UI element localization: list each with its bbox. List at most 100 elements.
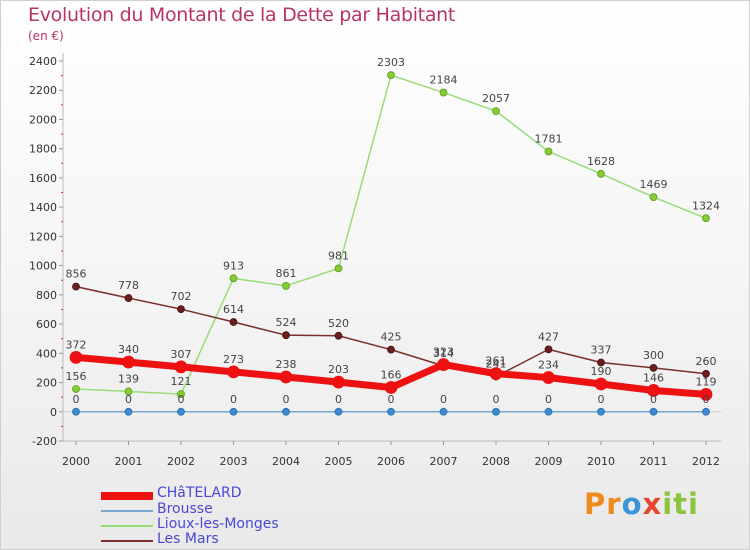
data-label-les-mars: 524	[276, 316, 297, 329]
data-label-chatelard: 203	[328, 363, 349, 376]
data-label-chatelard: 261	[486, 355, 507, 368]
data-point-brousse	[439, 407, 448, 416]
data-point-lioux-les-monges	[439, 88, 448, 97]
data-point-les-mars	[649, 364, 658, 372]
data-point-brousse	[334, 407, 343, 416]
x-tick-label: 2001	[115, 455, 143, 468]
data-label-les-mars: 520	[328, 317, 349, 330]
data-point-brousse	[649, 407, 658, 416]
data-label-chatelard: 340	[118, 343, 139, 356]
legend-swatch-brousse	[101, 510, 153, 512]
data-point-les-mars	[177, 305, 185, 314]
data-label-les-mars: 614	[223, 303, 244, 316]
data-label-chatelard: 166	[381, 369, 402, 382]
data-point-chatelard	[227, 365, 240, 379]
data-label-brousse: 0	[440, 393, 447, 406]
y-tick-label: 800	[36, 289, 57, 302]
data-point-brousse	[72, 407, 80, 416]
data-point-lioux-les-monges	[597, 169, 605, 178]
data-point-chatelard	[279, 370, 293, 384]
data-label-lioux-les-monges: 1781	[535, 132, 563, 145]
data-label-brousse: 0	[545, 393, 552, 406]
data-label-chatelard: 323	[433, 346, 454, 359]
data-point-lioux-les-monges	[282, 282, 290, 290]
data-point-lioux-les-monges	[72, 385, 80, 393]
data-label-brousse: 0	[598, 393, 605, 406]
data-point-chatelard	[699, 387, 713, 401]
data-point-brousse	[387, 407, 395, 416]
data-point-brousse	[597, 407, 605, 416]
y-tick-label: 2000	[29, 113, 57, 126]
data-point-lioux-les-monges	[544, 147, 553, 156]
y-tick-label: 2200	[29, 84, 57, 97]
legend-swatch-les-mars	[101, 540, 153, 542]
data-label-les-mars: 425	[381, 331, 402, 344]
data-point-chatelard	[594, 377, 608, 391]
data-point-chatelard	[437, 358, 450, 371]
data-label-les-mars: 856	[66, 268, 87, 281]
y-tick-label: 1000	[29, 260, 57, 273]
x-tick-label: 2012	[692, 455, 720, 468]
data-label-chatelard: 190	[591, 365, 612, 378]
y-tick-label: 1800	[29, 143, 57, 156]
legend-swatch-chatelard	[101, 492, 153, 500]
data-label-chatelard: 146	[643, 371, 664, 384]
data-label-les-mars: 778	[118, 279, 139, 292]
data-label-brousse: 0	[388, 393, 395, 406]
data-label-les-mars: 241	[486, 358, 507, 371]
chart-subtitle: (en €)	[28, 29, 64, 43]
data-point-lioux-les-monges	[649, 193, 658, 201]
data-label-lioux-les-monges: 2303	[377, 56, 405, 69]
data-label-chatelard: 372	[66, 338, 87, 351]
proxiti-logo: Proxiti	[584, 487, 699, 521]
x-tick-label: 2000	[62, 455, 90, 468]
y-tick-label: 2400	[29, 55, 57, 68]
data-point-les-mars	[124, 294, 133, 302]
data-point-brousse	[124, 407, 133, 416]
data-label-les-mars: 337	[591, 344, 612, 357]
data-label-lioux-les-monges: 861	[276, 267, 297, 280]
data-label-lioux-les-monges: 1628	[587, 155, 615, 168]
data-label-brousse: 0	[230, 393, 237, 406]
data-label-brousse: 0	[703, 393, 710, 406]
data-point-lioux-les-monges	[334, 264, 343, 273]
data-label-lioux-les-monges: 2057	[482, 92, 510, 105]
data-label-brousse: 0	[125, 393, 132, 406]
x-tick-label: 2003	[220, 455, 248, 468]
data-point-brousse	[229, 407, 238, 416]
data-label-chatelard: 119	[696, 375, 717, 388]
data-point-chatelard	[332, 375, 345, 389]
data-point-lioux-les-monges	[177, 390, 185, 398]
x-tick-label: 2008	[482, 455, 510, 468]
y-tick-label: 0	[50, 406, 57, 419]
data-point-brousse	[492, 407, 500, 416]
y-tick-label: 1200	[29, 230, 57, 243]
data-point-les-mars	[702, 369, 710, 378]
data-label-brousse: 0	[283, 393, 290, 406]
data-label-brousse: 0	[650, 393, 657, 406]
y-tick-label: 400	[36, 347, 57, 360]
data-point-lioux-les-monges	[124, 387, 133, 396]
y-tick-label: 1600	[29, 172, 57, 185]
data-point-les-mars	[334, 331, 343, 340]
data-label-lioux-les-monges: 913	[223, 259, 244, 272]
x-tick-label: 2002	[167, 455, 195, 468]
data-label-les-mars: 314	[433, 347, 454, 360]
data-point-chatelard	[384, 381, 398, 394]
x-tick-label: 2010	[587, 455, 615, 468]
legend-label-chatelard: CHâTELARD	[157, 485, 242, 501]
data-label-chatelard: 238	[276, 358, 297, 371]
data-point-chatelard	[174, 360, 188, 374]
data-point-brousse	[702, 407, 710, 416]
data-label-chatelard: 273	[223, 353, 244, 366]
data-label-brousse: 0	[178, 393, 185, 406]
x-tick-label: 2011	[640, 455, 668, 468]
y-tick-label: 1400	[29, 201, 57, 214]
y-tick-label: 200	[36, 377, 57, 390]
data-label-les-mars: 702	[171, 290, 192, 303]
data-label-lioux-les-monges: 981	[328, 249, 349, 262]
x-tick-label: 2007	[430, 455, 458, 468]
data-label-lioux-les-monges: 1469	[640, 178, 668, 191]
data-label-brousse: 0	[73, 393, 80, 406]
